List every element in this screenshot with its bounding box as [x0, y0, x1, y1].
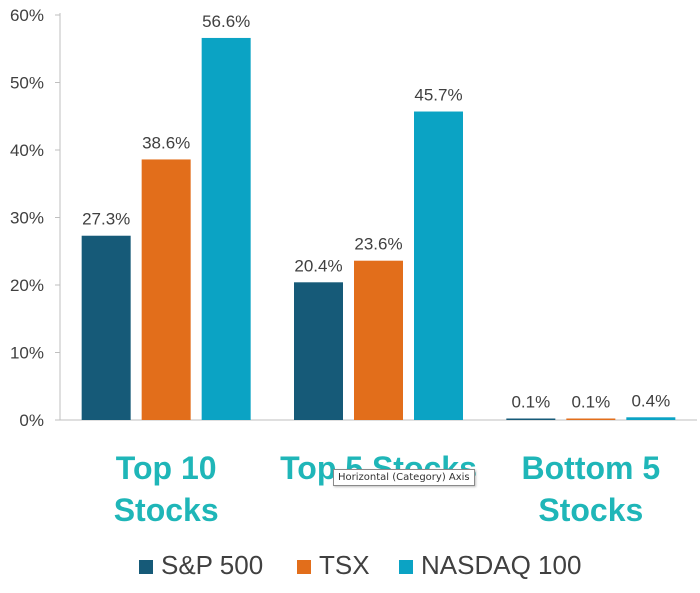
y-tick-label: 50%: [10, 74, 44, 93]
bar: [414, 111, 463, 421]
bar: [506, 418, 556, 420]
data-label: 45.7%: [414, 86, 462, 105]
y-tick-label: 40%: [10, 141, 44, 160]
bar: [354, 260, 403, 420]
legend-swatch: [399, 560, 413, 574]
x-category-label: Bottom 5: [522, 450, 661, 486]
bar: [626, 417, 676, 420]
x-category-label: Stocks: [538, 492, 643, 528]
data-label: 0.4%: [631, 391, 670, 410]
bar: [81, 235, 131, 420]
axis-tooltip: Horizontal (Category) Axis: [333, 469, 475, 486]
legend-swatch: [139, 560, 153, 574]
bar: [294, 282, 343, 420]
data-label: 0.1%: [571, 393, 610, 412]
data-label: 27.3%: [82, 210, 130, 229]
y-tick-label: 10%: [10, 344, 44, 363]
x-category-label: Stocks: [114, 492, 219, 528]
x-category-label: Top 10: [116, 450, 217, 486]
data-label: 23.6%: [354, 235, 402, 254]
bar: [566, 418, 616, 420]
data-label: 38.6%: [142, 133, 190, 152]
bar: [201, 37, 251, 420]
legend-label: S&P 500: [161, 550, 263, 580]
legend-swatch: [297, 560, 311, 574]
y-tick-label: 20%: [10, 276, 44, 295]
data-label: 0.1%: [511, 393, 550, 412]
y-tick-label: 60%: [10, 6, 44, 25]
y-tick-label: 30%: [10, 209, 44, 228]
data-label: 20.4%: [294, 256, 342, 275]
y-tick-label: 0%: [19, 411, 44, 430]
bar: [141, 159, 191, 420]
legend-label: TSX: [319, 550, 370, 580]
legend-label: NASDAQ 100: [421, 550, 581, 580]
data-label: 56.6%: [202, 12, 250, 31]
